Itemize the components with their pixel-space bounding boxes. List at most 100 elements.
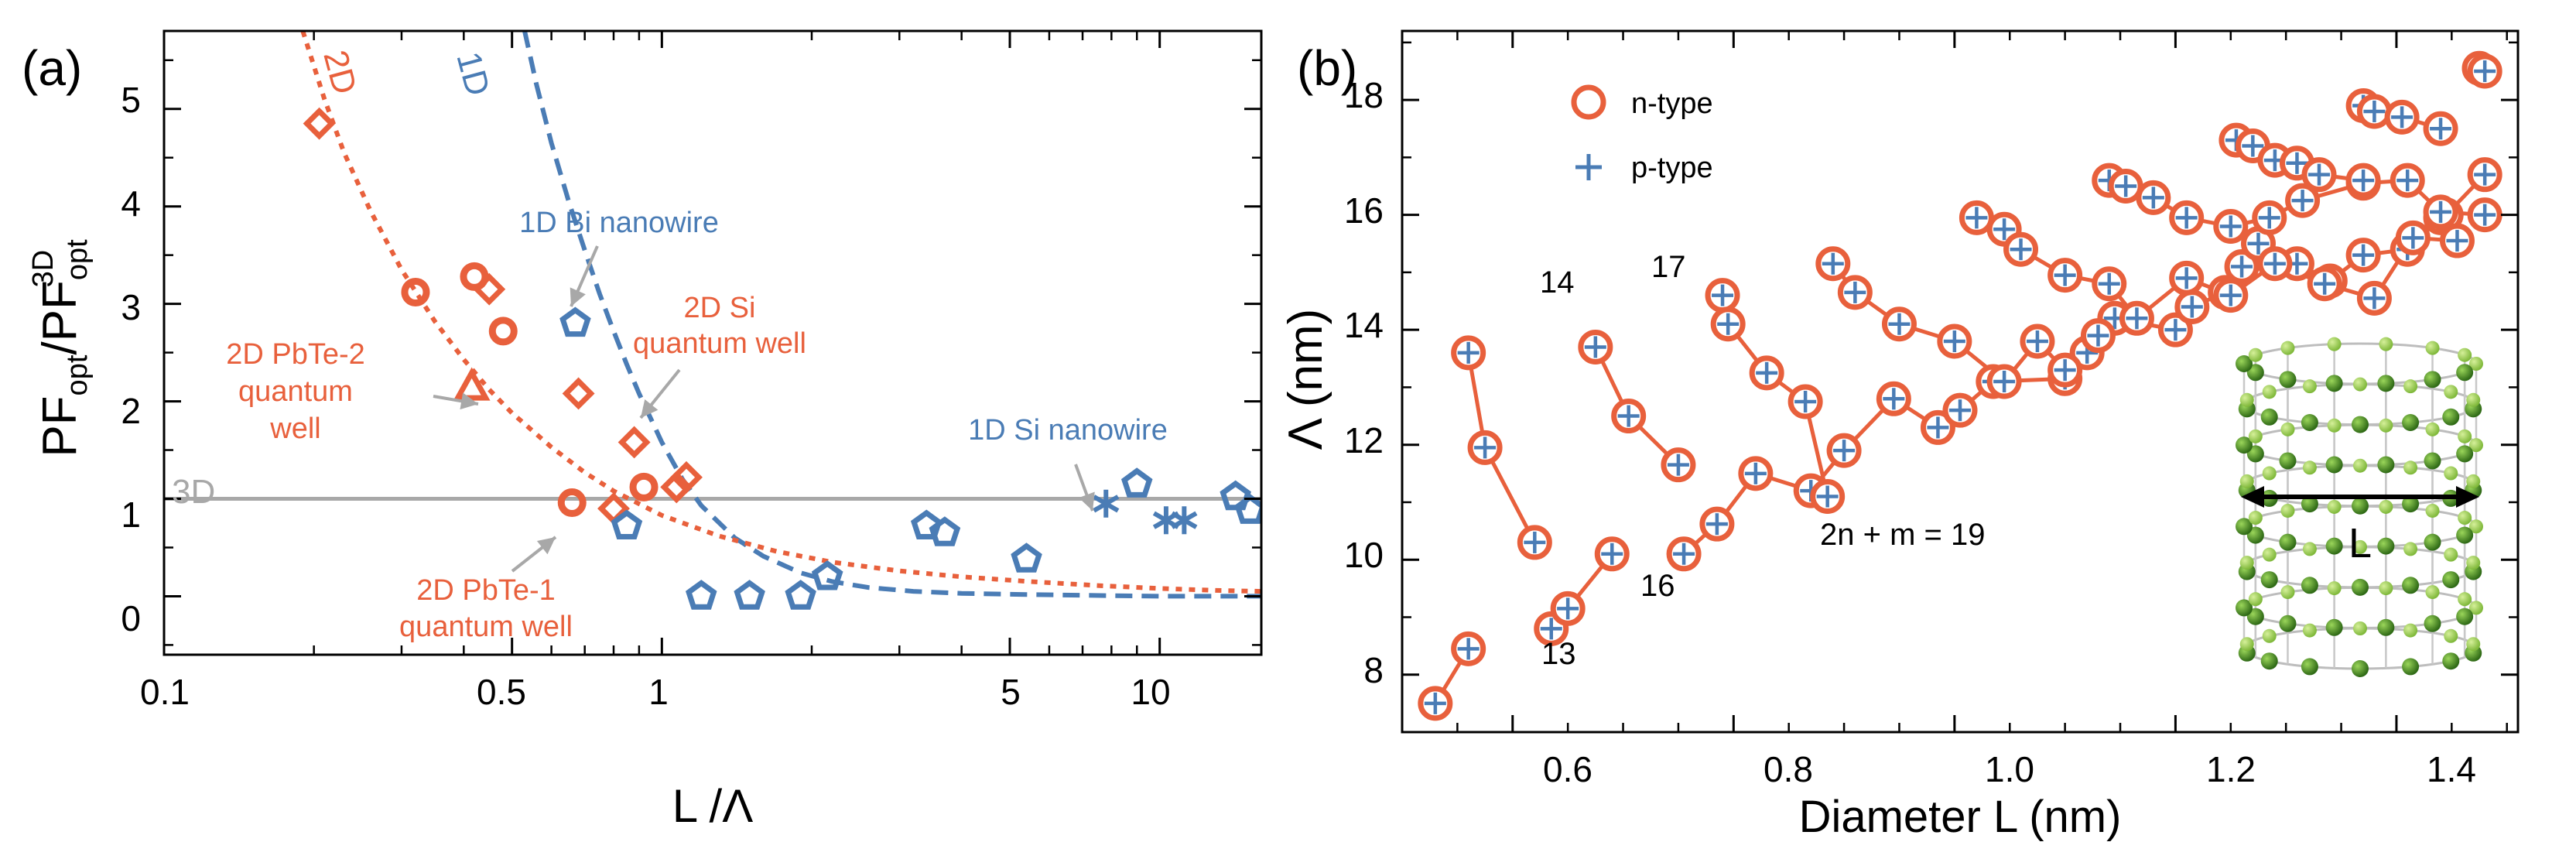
- arrow-2d-pbte2: [433, 392, 479, 410]
- y-tick-label-14: 14: [1344, 305, 1384, 345]
- p-type-point-4-6: [1927, 416, 1949, 439]
- p-type-point-6-7: [2087, 324, 2109, 347]
- p-type-point-6-2: [1888, 313, 1911, 335]
- series-label-2n-m-19: 2n + m = 19: [1820, 518, 1985, 552]
- p-type-point-4-13: [2181, 296, 2203, 318]
- p-type-point-3-0: [1584, 336, 1606, 358]
- data-point-diamond-8: [660, 471, 693, 504]
- data-point-diamond-7: [617, 426, 651, 459]
- p-type-point-7-0: [1965, 207, 1988, 229]
- p-type-point-8-3: [2175, 207, 2198, 229]
- panel-b-y-axis-label: Λ (nm): [1279, 309, 1332, 450]
- panel-a-points: [303, 107, 1261, 610]
- p-type-point-4-19: [2352, 244, 2375, 266]
- p-type-point-2-2: [1601, 543, 1623, 565]
- x-tick-label-5: 5: [1001, 672, 1021, 712]
- p-type-point-7-5: [2126, 307, 2148, 330]
- y-tick-label-16: 16: [1344, 190, 1384, 231]
- p-type-point-7-3: [2054, 264, 2076, 286]
- p-type-point-2-0: [1540, 618, 1562, 640]
- p-type-point-5-1: [1717, 313, 1740, 335]
- panel-a-annotation-arrows: [433, 245, 1095, 573]
- series-label-17: 17: [1651, 250, 1686, 284]
- annotation-2d-si-line1: 2D Si: [684, 292, 756, 324]
- p-type-point-4-7: [1949, 399, 1971, 422]
- y-tick-label-2: 2: [121, 391, 141, 431]
- p-type-point-7-12: [2446, 230, 2468, 252]
- data-point-pentagon-19: [910, 509, 942, 539]
- x-tick-label-1: 1: [648, 672, 669, 712]
- y-tick-label-1: 1: [121, 495, 141, 535]
- panel-b-ticks: [1402, 31, 2518, 734]
- p-type-point-1-2: [1524, 531, 1546, 553]
- data-point-pentagon-24: [1234, 494, 1261, 524]
- p-type-point-6-5: [2026, 330, 2048, 353]
- p-type-point-7-9: [2314, 272, 2336, 295]
- ref-line-label-3d: 3D: [172, 473, 215, 511]
- data-point-pentagon-13: [559, 306, 591, 337]
- data-point-circle-2: [460, 262, 489, 291]
- x-tick-label-10: 10: [1131, 672, 1170, 712]
- p-type-point-8-4: [2219, 215, 2242, 238]
- p-type-point-6-1: [1844, 281, 1866, 303]
- data-point-pentagon-17: [785, 580, 816, 610]
- p-type-point-1-0: [1457, 341, 1480, 364]
- panel-a-curves: [164, 31, 1261, 599]
- annotation-2d-pbte2-line2: quantum: [238, 375, 353, 408]
- p-type-point-2-1: [1557, 597, 1579, 620]
- p-type-point-8-8: [2396, 169, 2419, 192]
- data-point-pentagon-16: [734, 580, 765, 610]
- panel-a-ticks: [162, 31, 1261, 655]
- panel-a-x-axis-label: L /Λ: [672, 780, 754, 832]
- p-type-point-10-1: [2363, 100, 2386, 122]
- p-type-point-9-4: [2308, 163, 2331, 186]
- panel-a-x-tick-labels: 0.1 0.5 1 5 10: [140, 672, 1171, 712]
- annotation-1d-si-nanowire: 1D Si nanowire: [968, 414, 1168, 447]
- panel-b: (b) L 0.6 0.8 1.0 1.2 1.4 8 10 12 14 16 …: [1279, 29, 2520, 842]
- data-point-asterisk-26: [1152, 506, 1180, 535]
- panel-b-frame: [1401, 29, 2520, 734]
- legend-p-type-label: p-type: [1631, 152, 1713, 184]
- p-type-point-5-2: [1756, 361, 1778, 384]
- p-type-point-8-6: [2291, 190, 2314, 212]
- panel-b-series-labels: 13 14 16 17 2n + m = 19: [1540, 250, 1985, 671]
- annotation-2d-pbte1-line2: quantum well: [399, 611, 573, 643]
- p-type-point-7-1: [1993, 218, 2016, 241]
- panel-a: (a) 0.1 0.5 1 5 10 0 1 2 3 4 5 L /Λ PFop…: [22, 29, 1263, 832]
- y-tick-label-5: 5: [121, 80, 141, 120]
- p-type-point-4-2: [1744, 462, 1767, 484]
- data-point-asterisk-25: [1093, 489, 1120, 518]
- p-type-point-5-4: [1816, 485, 1839, 508]
- annotation-2d-pbte2-line1: 2D PbTe-2: [226, 338, 365, 371]
- p-type-point-9-1: [2242, 135, 2264, 157]
- series-label-13: 13: [1541, 637, 1576, 671]
- p-type-point-4-0: [1673, 543, 1695, 565]
- y-tick-label-3: 3: [121, 287, 141, 327]
- panel-b-x-tick-labels: 0.6 0.8 1.0 1.2 1.4: [1543, 749, 2476, 789]
- p-type-point-8-10: [2474, 204, 2496, 226]
- panel-b-x-axis-label: Diameter L (nm): [1799, 792, 2122, 842]
- p-type-point-5-0: [1712, 284, 1734, 306]
- y-tick-label-10: 10: [1344, 535, 1384, 575]
- series-label-14: 14: [1540, 265, 1575, 300]
- data-point-pentagon-20: [929, 516, 961, 546]
- x-tick-label-0.5: 0.5: [477, 672, 526, 712]
- p-type-point-7-4: [2098, 272, 2120, 295]
- p-type-point-7-6: [2175, 267, 2198, 289]
- p-type-point-8-5: [2258, 207, 2280, 229]
- p-type-point-7-2: [2010, 238, 2032, 261]
- p-type-point-10-2: [2391, 106, 2414, 128]
- data-point-triangle-5: [453, 367, 491, 401]
- p-type-point-4-15: [2231, 255, 2253, 278]
- panel-b-label: (b): [1297, 40, 1357, 96]
- p-type-point-4-1: [1705, 513, 1728, 536]
- data-point-pentagon-15: [685, 580, 717, 610]
- p-type-point-6-6: [2054, 359, 2076, 382]
- arrow-2d-si: [639, 368, 681, 419]
- data-point-pentagon-18: [811, 560, 843, 590]
- x-tick-label-0.8: 0.8: [1764, 749, 1813, 789]
- data-point-pentagon-14: [611, 509, 643, 539]
- series-label-16: 16: [1640, 569, 1675, 603]
- p-type-point-4-12: [2164, 319, 2187, 341]
